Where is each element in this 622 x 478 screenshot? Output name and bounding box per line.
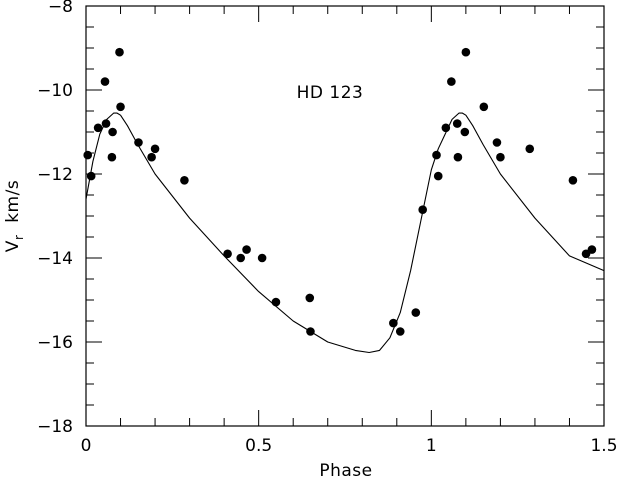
star-annotation: HD 123	[297, 83, 364, 103]
data-point	[447, 77, 456, 86]
data-point	[433, 171, 443, 181]
data-point	[496, 152, 505, 162]
y-axis-title-unit: km/s	[3, 180, 23, 223]
svg-text:Vr km/s: Vr km/s	[3, 180, 26, 252]
data-point	[134, 138, 143, 147]
data-point	[100, 77, 110, 86]
data-point	[461, 47, 471, 57]
plot-frame	[85, 5, 605, 427]
data-point	[587, 245, 597, 254]
data-point	[460, 127, 470, 137]
x-tick-label: 0	[81, 436, 92, 456]
y-tick-label: −16	[37, 333, 73, 353]
data-point	[395, 327, 405, 336]
data-point	[479, 102, 489, 112]
data-point	[150, 144, 160, 154]
data-point	[93, 123, 103, 133]
data-point	[432, 150, 441, 160]
y-tick-label: −8	[48, 0, 73, 17]
y-tick-label: −10	[37, 81, 73, 101]
data-point	[389, 318, 398, 328]
fit-curve	[85, 112, 605, 354]
data-point	[568, 176, 578, 185]
data-point	[492, 138, 502, 147]
axis-ticks	[85, 5, 605, 427]
y-tick-label: −18	[37, 417, 73, 437]
y-axis-title-symbol: V	[3, 240, 23, 252]
y-axis-title-subscript: r	[12, 235, 26, 240]
data-point	[418, 205, 428, 214]
data-point	[441, 123, 451, 133]
x-axis-title: Phase	[319, 461, 372, 478]
data-point	[257, 253, 267, 263]
data-point	[101, 119, 111, 128]
data-point	[108, 127, 117, 137]
data-point	[107, 152, 117, 162]
data-point	[271, 297, 281, 307]
data-point	[525, 144, 535, 154]
y-tick-label: −12	[37, 165, 73, 185]
data-point	[83, 150, 93, 160]
data-point	[86, 171, 96, 181]
data-point	[242, 245, 251, 254]
data-point	[411, 308, 421, 317]
x-tick-label: 1.5	[590, 436, 617, 456]
data-point	[453, 152, 463, 162]
data-point	[115, 47, 124, 57]
data-point	[306, 327, 315, 336]
x-tick-label: 1	[426, 436, 437, 456]
data-point	[116, 102, 125, 112]
data-point	[236, 253, 246, 263]
data-points-layer	[83, 47, 597, 336]
data-point	[305, 293, 315, 303]
data-point	[452, 119, 462, 128]
data-point	[223, 249, 232, 259]
y-axis-title: Vr km/s	[3, 180, 26, 252]
fit-curve-layer	[85, 112, 605, 354]
y-tick-label: −14	[37, 249, 73, 269]
axis-tick-labels: 0 0.5 1 1.5 −8 −10 −12 −14 −16 −18	[37, 0, 617, 456]
data-point	[180, 176, 189, 185]
x-tick-label: 0.5	[245, 436, 272, 456]
data-point	[147, 152, 156, 162]
